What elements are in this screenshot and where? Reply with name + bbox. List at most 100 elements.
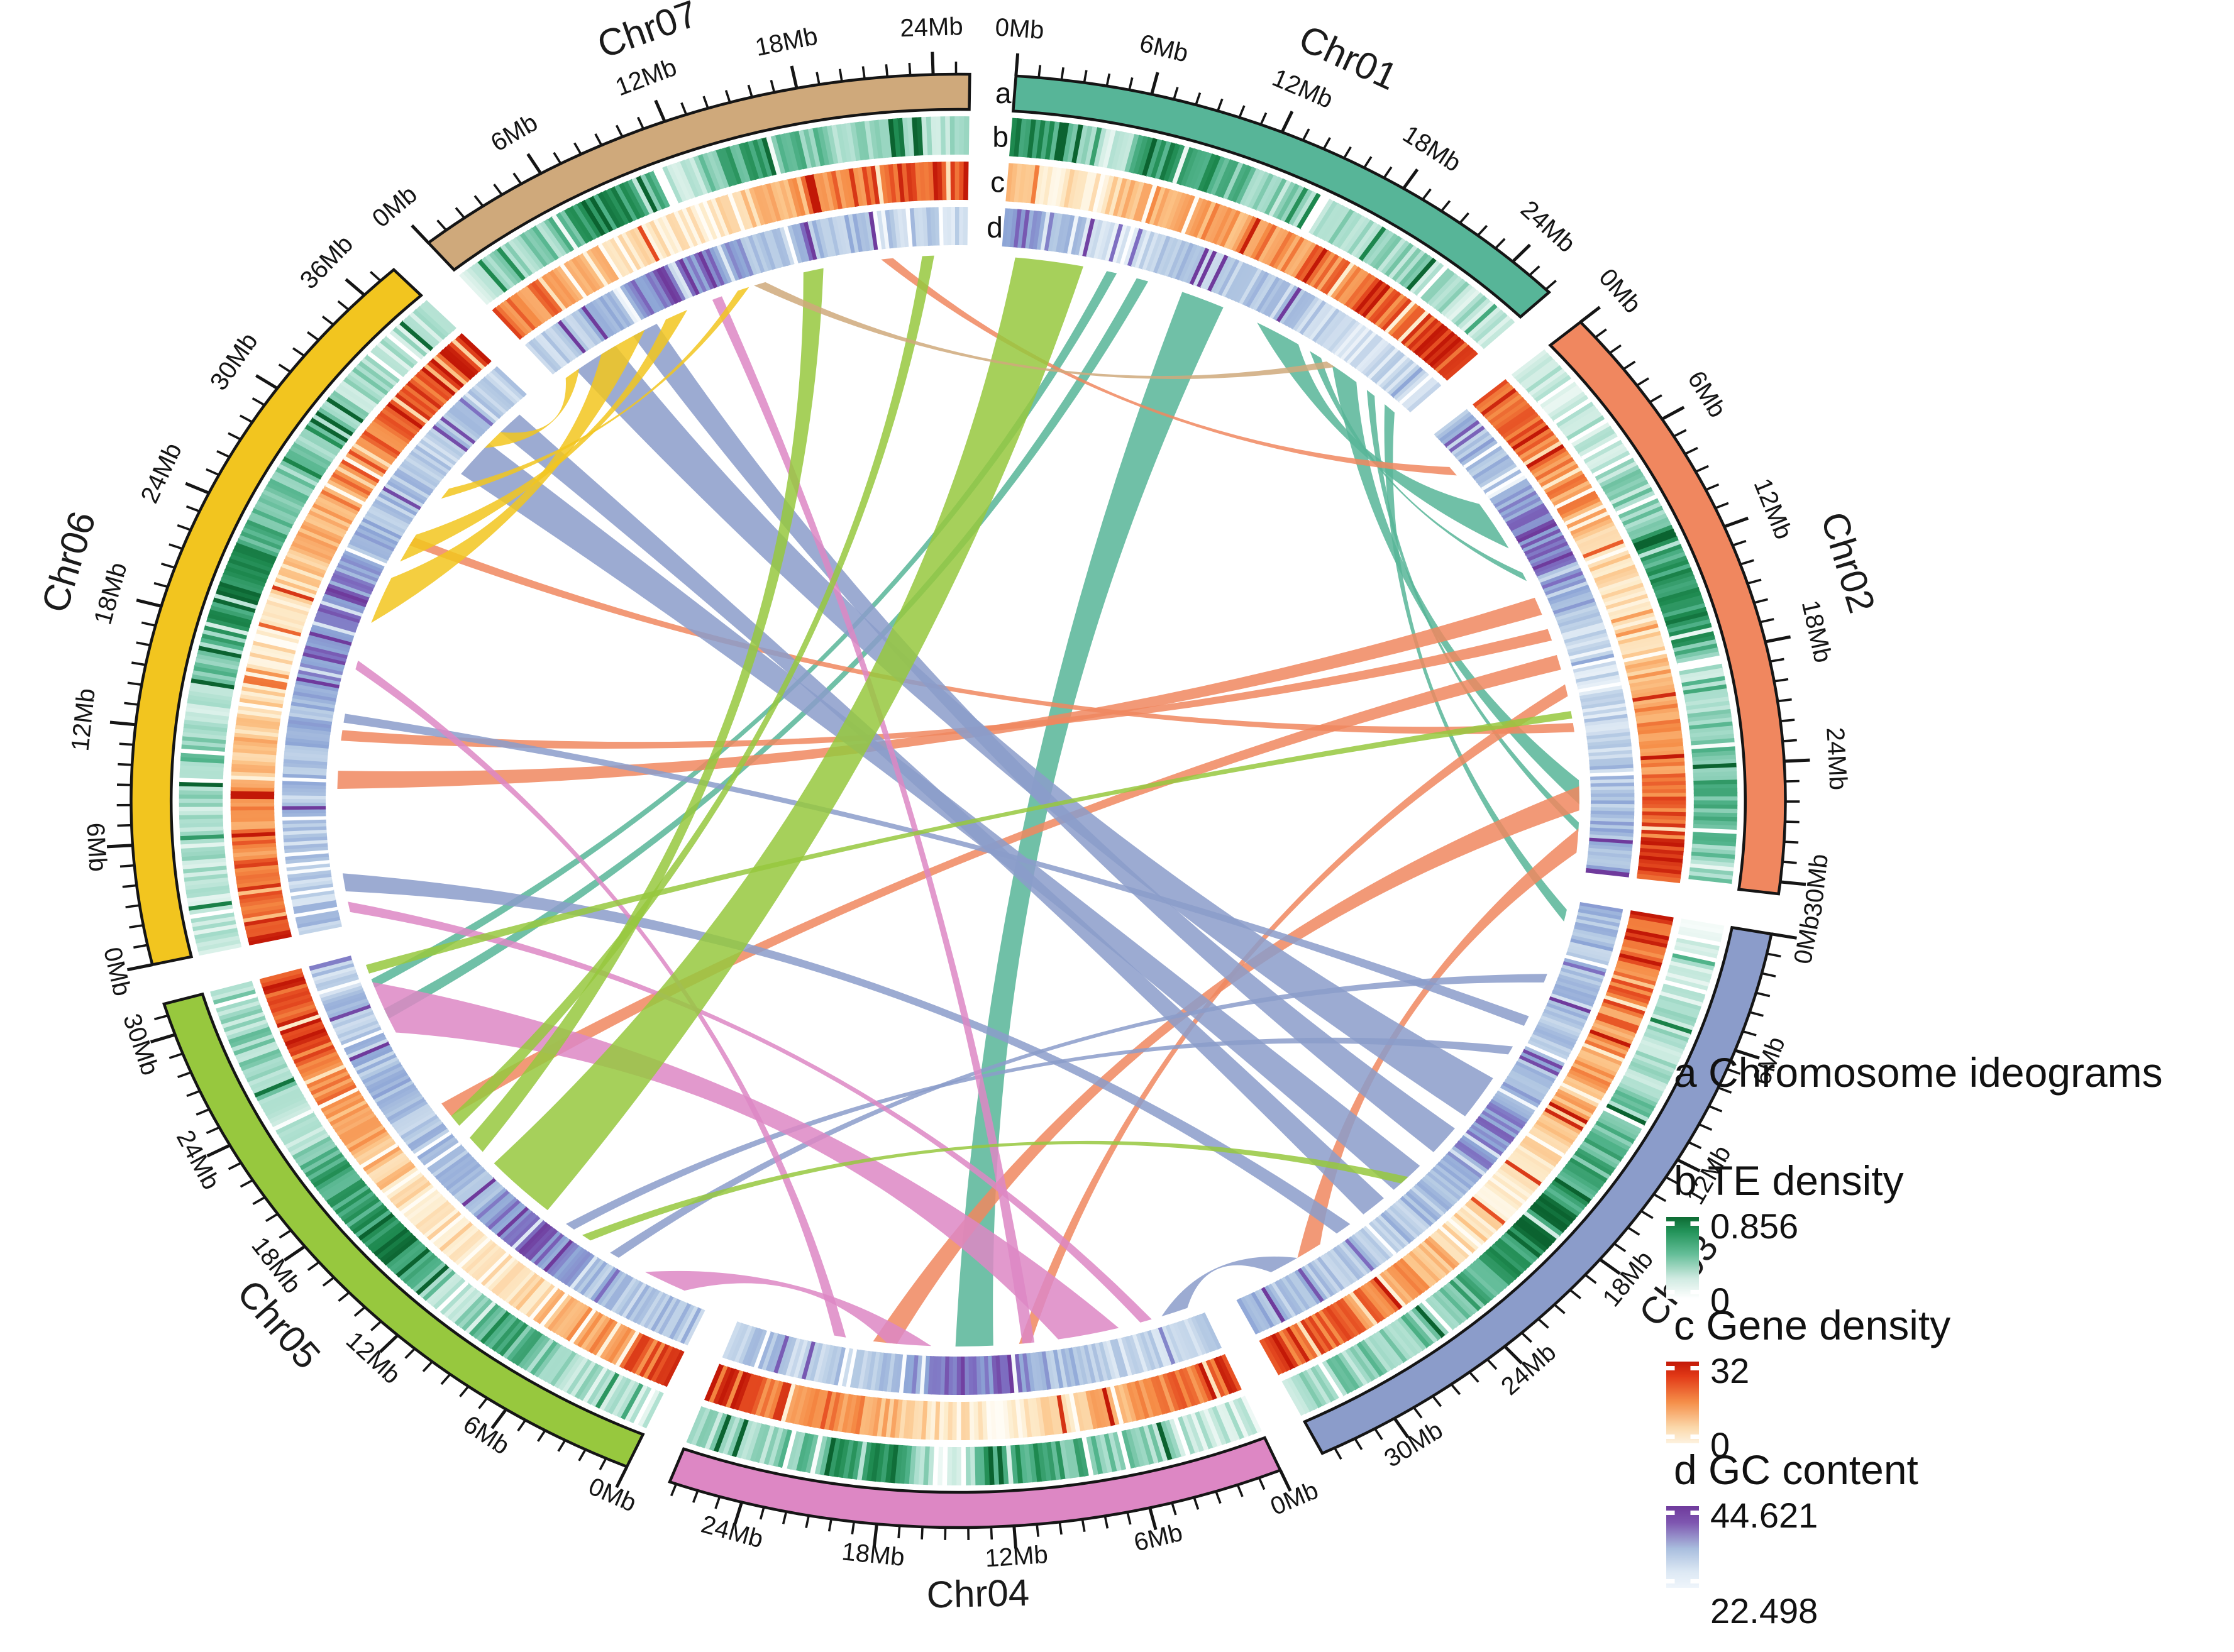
tick-Chr07-14 xyxy=(702,96,709,109)
tick-Chr06-23 xyxy=(185,505,201,513)
tick-label-Chr06-12: 12Mb xyxy=(67,687,101,752)
tick-Chr03-6 xyxy=(1734,1049,1760,1060)
tick-Chr03-15 xyxy=(1640,1209,1654,1220)
tick-Chr03-23 xyxy=(1520,1331,1532,1343)
legend: a Chromosome ideograms b TE density 0.85… xyxy=(1660,1037,2226,1652)
tick-Chr03-26 xyxy=(1468,1371,1479,1383)
tick-Chr03-20 xyxy=(1569,1289,1581,1299)
tick-Chr07-7 xyxy=(553,151,562,165)
synteny-links xyxy=(337,255,1579,1346)
tick-Chr02-3 xyxy=(1623,360,1636,370)
tick-Chr05-26 xyxy=(196,1108,210,1116)
legend-ideograms-label: a Chromosome ideograms xyxy=(1674,1049,2163,1096)
gene-max-value: 32 xyxy=(1710,1351,1750,1390)
tick-Chr04-19 xyxy=(851,1521,855,1534)
tick-Chr02-9 xyxy=(1695,465,1709,473)
tick-Chr06-22 xyxy=(177,524,191,531)
tick-Chr02-15 xyxy=(1747,578,1762,585)
tick-Chr01-21 xyxy=(1459,212,1469,224)
tick-Chr05-11 xyxy=(404,1348,416,1359)
tick-Chr06-3 xyxy=(125,904,140,908)
tick-Chr03-25 xyxy=(1486,1358,1498,1370)
heatmap-tracks xyxy=(179,116,1738,1486)
tick-Chr07-22 xyxy=(885,64,889,77)
tick-Chr03-13 xyxy=(1665,1176,1679,1185)
link-Chr04-Chr05-25 xyxy=(372,982,1119,1340)
tick-Chr03-3 xyxy=(1756,991,1771,998)
tick-Chr01-15 xyxy=(1343,146,1352,159)
tick-Chr05-4 xyxy=(537,1429,546,1442)
ring-label-b: b xyxy=(992,121,1009,153)
tick-Chr02-29 xyxy=(1782,861,1797,864)
track-gene_density-Chr03 xyxy=(1259,910,1674,1375)
tick-Chr04-13 xyxy=(990,1527,993,1540)
tick-Chr01-9 xyxy=(1217,98,1224,112)
link-Chr04-Chr05-26 xyxy=(644,1270,932,1346)
tick-Chr07-21 xyxy=(861,66,866,79)
tick-Chr01-22 xyxy=(1477,224,1488,236)
tick-Chr05-8 xyxy=(459,1385,470,1397)
tick-Chr06-25 xyxy=(206,468,219,476)
tick-Chr01-10 xyxy=(1238,105,1246,118)
tick-Chr05-3 xyxy=(557,1440,567,1452)
tick-label-Chr03-30: 30Mb xyxy=(1380,1416,1447,1473)
tick-Chr03-31 xyxy=(1374,1428,1383,1440)
tick-Chr04-10 xyxy=(1058,1522,1063,1535)
tick-Chr01-12 xyxy=(1280,111,1294,133)
tick-Chr06-18 xyxy=(136,598,162,608)
tick-Chr07-23 xyxy=(908,62,912,76)
tick-Chr03-2 xyxy=(1761,972,1776,977)
tick-Chr03-19 xyxy=(1584,1274,1597,1284)
tick-label-Chr04-12: 12Mb xyxy=(984,1541,1049,1573)
tick-Chr02-25 xyxy=(1785,779,1800,783)
tick-Chr03-12 xyxy=(1676,1158,1701,1173)
tick-Chr02-20 xyxy=(1774,678,1789,683)
tick-Chr03-0 xyxy=(1771,932,1797,940)
chromosome-ideogram-Chr03 xyxy=(1302,925,1773,1455)
ring-label-c: c xyxy=(990,166,1005,199)
tick-Chr04-0 xyxy=(1278,1469,1292,1492)
tick-label-Chr03-0: 0Mb xyxy=(1789,913,1825,966)
tick-Chr05-2 xyxy=(578,1449,587,1462)
tick-Chr06-13 xyxy=(124,702,139,706)
track-te_density-Chr07 xyxy=(459,116,970,306)
link-Chr06-Chr07-36 xyxy=(400,309,688,562)
tick-Chr05-30 xyxy=(150,1033,176,1044)
tick-Chr04-23 xyxy=(759,1507,765,1520)
tick-Chr04-2 xyxy=(1236,1484,1244,1497)
tick-Chr06-30 xyxy=(255,374,279,390)
chromosome-ideogram-Chr05 xyxy=(162,992,645,1469)
tick-label-Chr07-12: 12Mb xyxy=(612,53,680,102)
tick-Chr07-0 xyxy=(411,224,430,245)
track-te_density-Chr02 xyxy=(1511,349,1738,889)
chromosome-label-Chr06: Chr06 xyxy=(33,507,104,617)
tick-Chr07-16 xyxy=(747,84,753,98)
tick-Chr02-14 xyxy=(1740,559,1754,566)
tick-Chr05-28 xyxy=(177,1071,192,1079)
tick-label-Chr06-0: 0Mb xyxy=(98,945,136,999)
tick-Chr04-5 xyxy=(1171,1502,1177,1516)
tick-Chr07-4 xyxy=(493,184,503,195)
tick-Chr06-2 xyxy=(129,924,144,929)
tick-Chr07-1 xyxy=(436,219,447,231)
tick-Chr06-4 xyxy=(122,884,137,888)
tick-label-Chr05-0: 0Mb xyxy=(584,1472,640,1517)
tick-label-Chr05-30: 30Mb xyxy=(118,1010,164,1079)
tick-label-Chr01-6: 6Mb xyxy=(1137,30,1191,68)
link-Chr05-Chr01-30 xyxy=(494,257,1083,1211)
tick-Chr05-9 xyxy=(440,1373,451,1385)
tick-Chr05-13 xyxy=(370,1320,382,1331)
tick-Chr04-21 xyxy=(805,1515,810,1528)
tick-Chr02-8 xyxy=(1684,446,1698,455)
tick-Chr07-8 xyxy=(573,142,582,155)
tick-Chr02-21 xyxy=(1777,698,1792,703)
tick-label-Chr01-18: 18Mb xyxy=(1398,120,1466,177)
tick-Chr06-29 xyxy=(252,397,265,406)
track-te_density-Chr04 xyxy=(686,1396,1262,1486)
tick-Chr04-11 xyxy=(1036,1524,1040,1537)
tick-Chr06-6 xyxy=(106,844,133,849)
track-gene_density-Chr05 xyxy=(259,968,685,1387)
legend-gene-density: c Gene density 32 0 xyxy=(1660,1301,2226,1465)
tick-label-Chr07-24: 24Mb xyxy=(900,13,963,42)
track-te_density-Chr03 xyxy=(1281,918,1725,1416)
